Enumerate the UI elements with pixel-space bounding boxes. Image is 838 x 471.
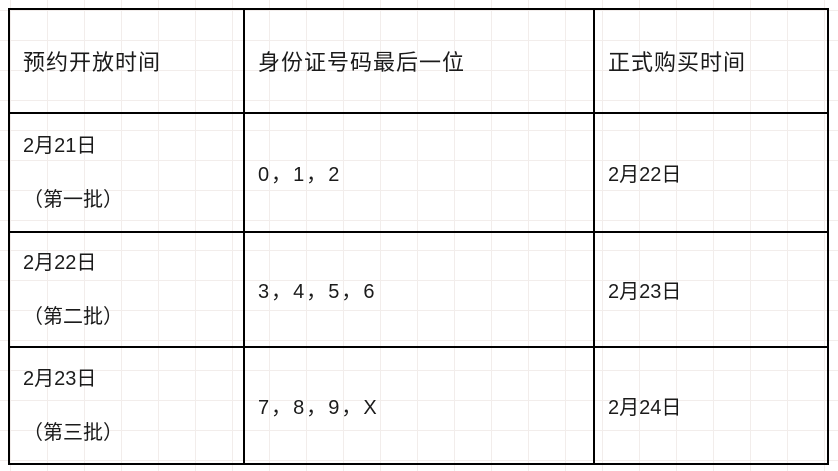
table-header-row: 预约开放时间 身份证号码最后一位 正式购买时间 [8, 8, 829, 114]
id-digits-cell: 7，8，9，X [243, 346, 595, 465]
open-time-cell: 2月21日 （第一批） [8, 112, 245, 233]
open-date-text: 2月22日 [23, 251, 97, 274]
open-date-text: 2月21日 [23, 134, 97, 157]
reservation-schedule-table: 预约开放时间 身份证号码最后一位 正式购买时间 2月21日 （第一批） 0，1，… [8, 8, 829, 465]
id-digits-cell: 0，1，2 [243, 112, 595, 233]
buy-date-cell: 2月22日 [593, 112, 829, 233]
buy-date-cell: 2月24日 [593, 346, 829, 465]
header-reservation-open-time: 预约开放时间 [8, 8, 245, 114]
table-row: 2月21日 （第一批） 0，1，2 2月22日 [8, 112, 829, 233]
header-official-purchase-time: 正式购买时间 [593, 8, 829, 114]
open-time-cell: 2月22日 （第二批） [8, 231, 245, 348]
batch-text: （第三批） [23, 421, 123, 444]
batch-text: （第一批） [23, 188, 123, 211]
open-date-text: 2月23日 [23, 367, 97, 390]
batch-text: （第二批） [23, 305, 123, 328]
id-digits-cell: 3，4，5，6 [243, 231, 595, 348]
table-row: 2月23日 （第三批） 7，8，9，X 2月24日 [8, 346, 829, 465]
open-time-cell: 2月23日 （第三批） [8, 346, 245, 465]
table-row: 2月22日 （第二批） 3，4，5，6 2月23日 [8, 231, 829, 348]
header-id-last-digit: 身份证号码最后一位 [243, 8, 595, 114]
buy-date-cell: 2月23日 [593, 231, 829, 348]
